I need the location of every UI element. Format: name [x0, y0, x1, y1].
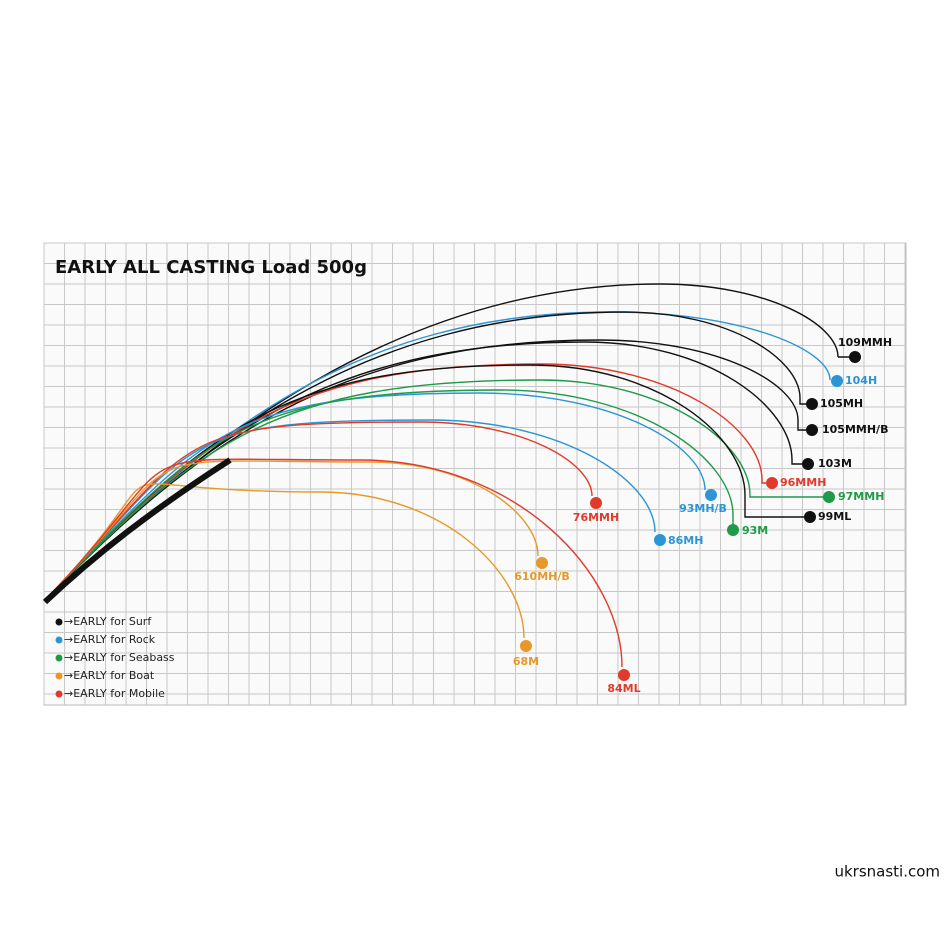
end-dot [590, 497, 602, 509]
watermark: ukrsnasti.com [834, 863, 940, 881]
curve-label: 86MH [668, 534, 703, 547]
connector [749, 495, 829, 498]
curve-label: 68M [513, 655, 539, 668]
rod-curve [44, 421, 593, 601]
curve-label: 84ML [607, 682, 640, 695]
end-dot [849, 351, 861, 363]
end-dot [536, 557, 548, 569]
legend-label: →EARLY for Mobile [64, 687, 165, 700]
legend-dot [55, 690, 63, 698]
curve-label: 105MH [820, 397, 863, 410]
curve-label: 610MH/B [514, 570, 570, 583]
rod-curve [44, 392, 706, 601]
legend-label: →EARLY for Surf [64, 615, 152, 628]
end-dot [806, 424, 818, 436]
rod-curve [44, 311, 831, 601]
title: EARLY ALL CASTING Load 500g [55, 257, 367, 278]
rod-butt [42, 457, 232, 605]
end-dot [727, 524, 739, 536]
legend-label: →EARLY for Rock [64, 633, 156, 646]
end-dot [766, 477, 778, 489]
legend-dot [55, 654, 63, 662]
end-dot [618, 669, 630, 681]
curve-label: 76MMH [573, 511, 619, 524]
connector [744, 495, 810, 518]
end-dot [802, 458, 814, 470]
curve-label: 97MMH [838, 490, 884, 503]
rod-curve [44, 458, 623, 668]
curves: 109MMH 104H 105MH 105MMH/B 103M 96MMH 97MMH 99M… [42, 283, 892, 695]
curve-label: 93M [742, 524, 768, 537]
rod-curve [44, 419, 656, 601]
end-dot [705, 489, 717, 501]
legend-dot [55, 672, 63, 680]
end-dot [831, 375, 843, 387]
end-dot [823, 491, 835, 503]
end-dot [654, 534, 666, 546]
curve-label: 104H [845, 374, 877, 387]
curve-label: 103M [818, 457, 852, 470]
curve-label: 109MMH [838, 336, 892, 349]
curve-label: 96MMH [780, 476, 826, 489]
curve-label: 93MH/B [679, 502, 727, 515]
legend-dot [55, 636, 63, 644]
legend-dot [55, 618, 63, 626]
end-dot [520, 640, 532, 652]
legend-label: →EARLY for Seabass [64, 651, 175, 664]
end-dot [804, 511, 816, 523]
end-dot [806, 398, 818, 410]
rod-curve [44, 379, 751, 601]
rod-curve [44, 389, 734, 601]
legend-label: →EARLY for Boat [64, 669, 155, 682]
rod-curve [44, 460, 539, 601]
rod-curve [44, 483, 525, 639]
curve-label: 99ML [818, 510, 851, 523]
curve-label: 105MMH/B [822, 423, 888, 436]
